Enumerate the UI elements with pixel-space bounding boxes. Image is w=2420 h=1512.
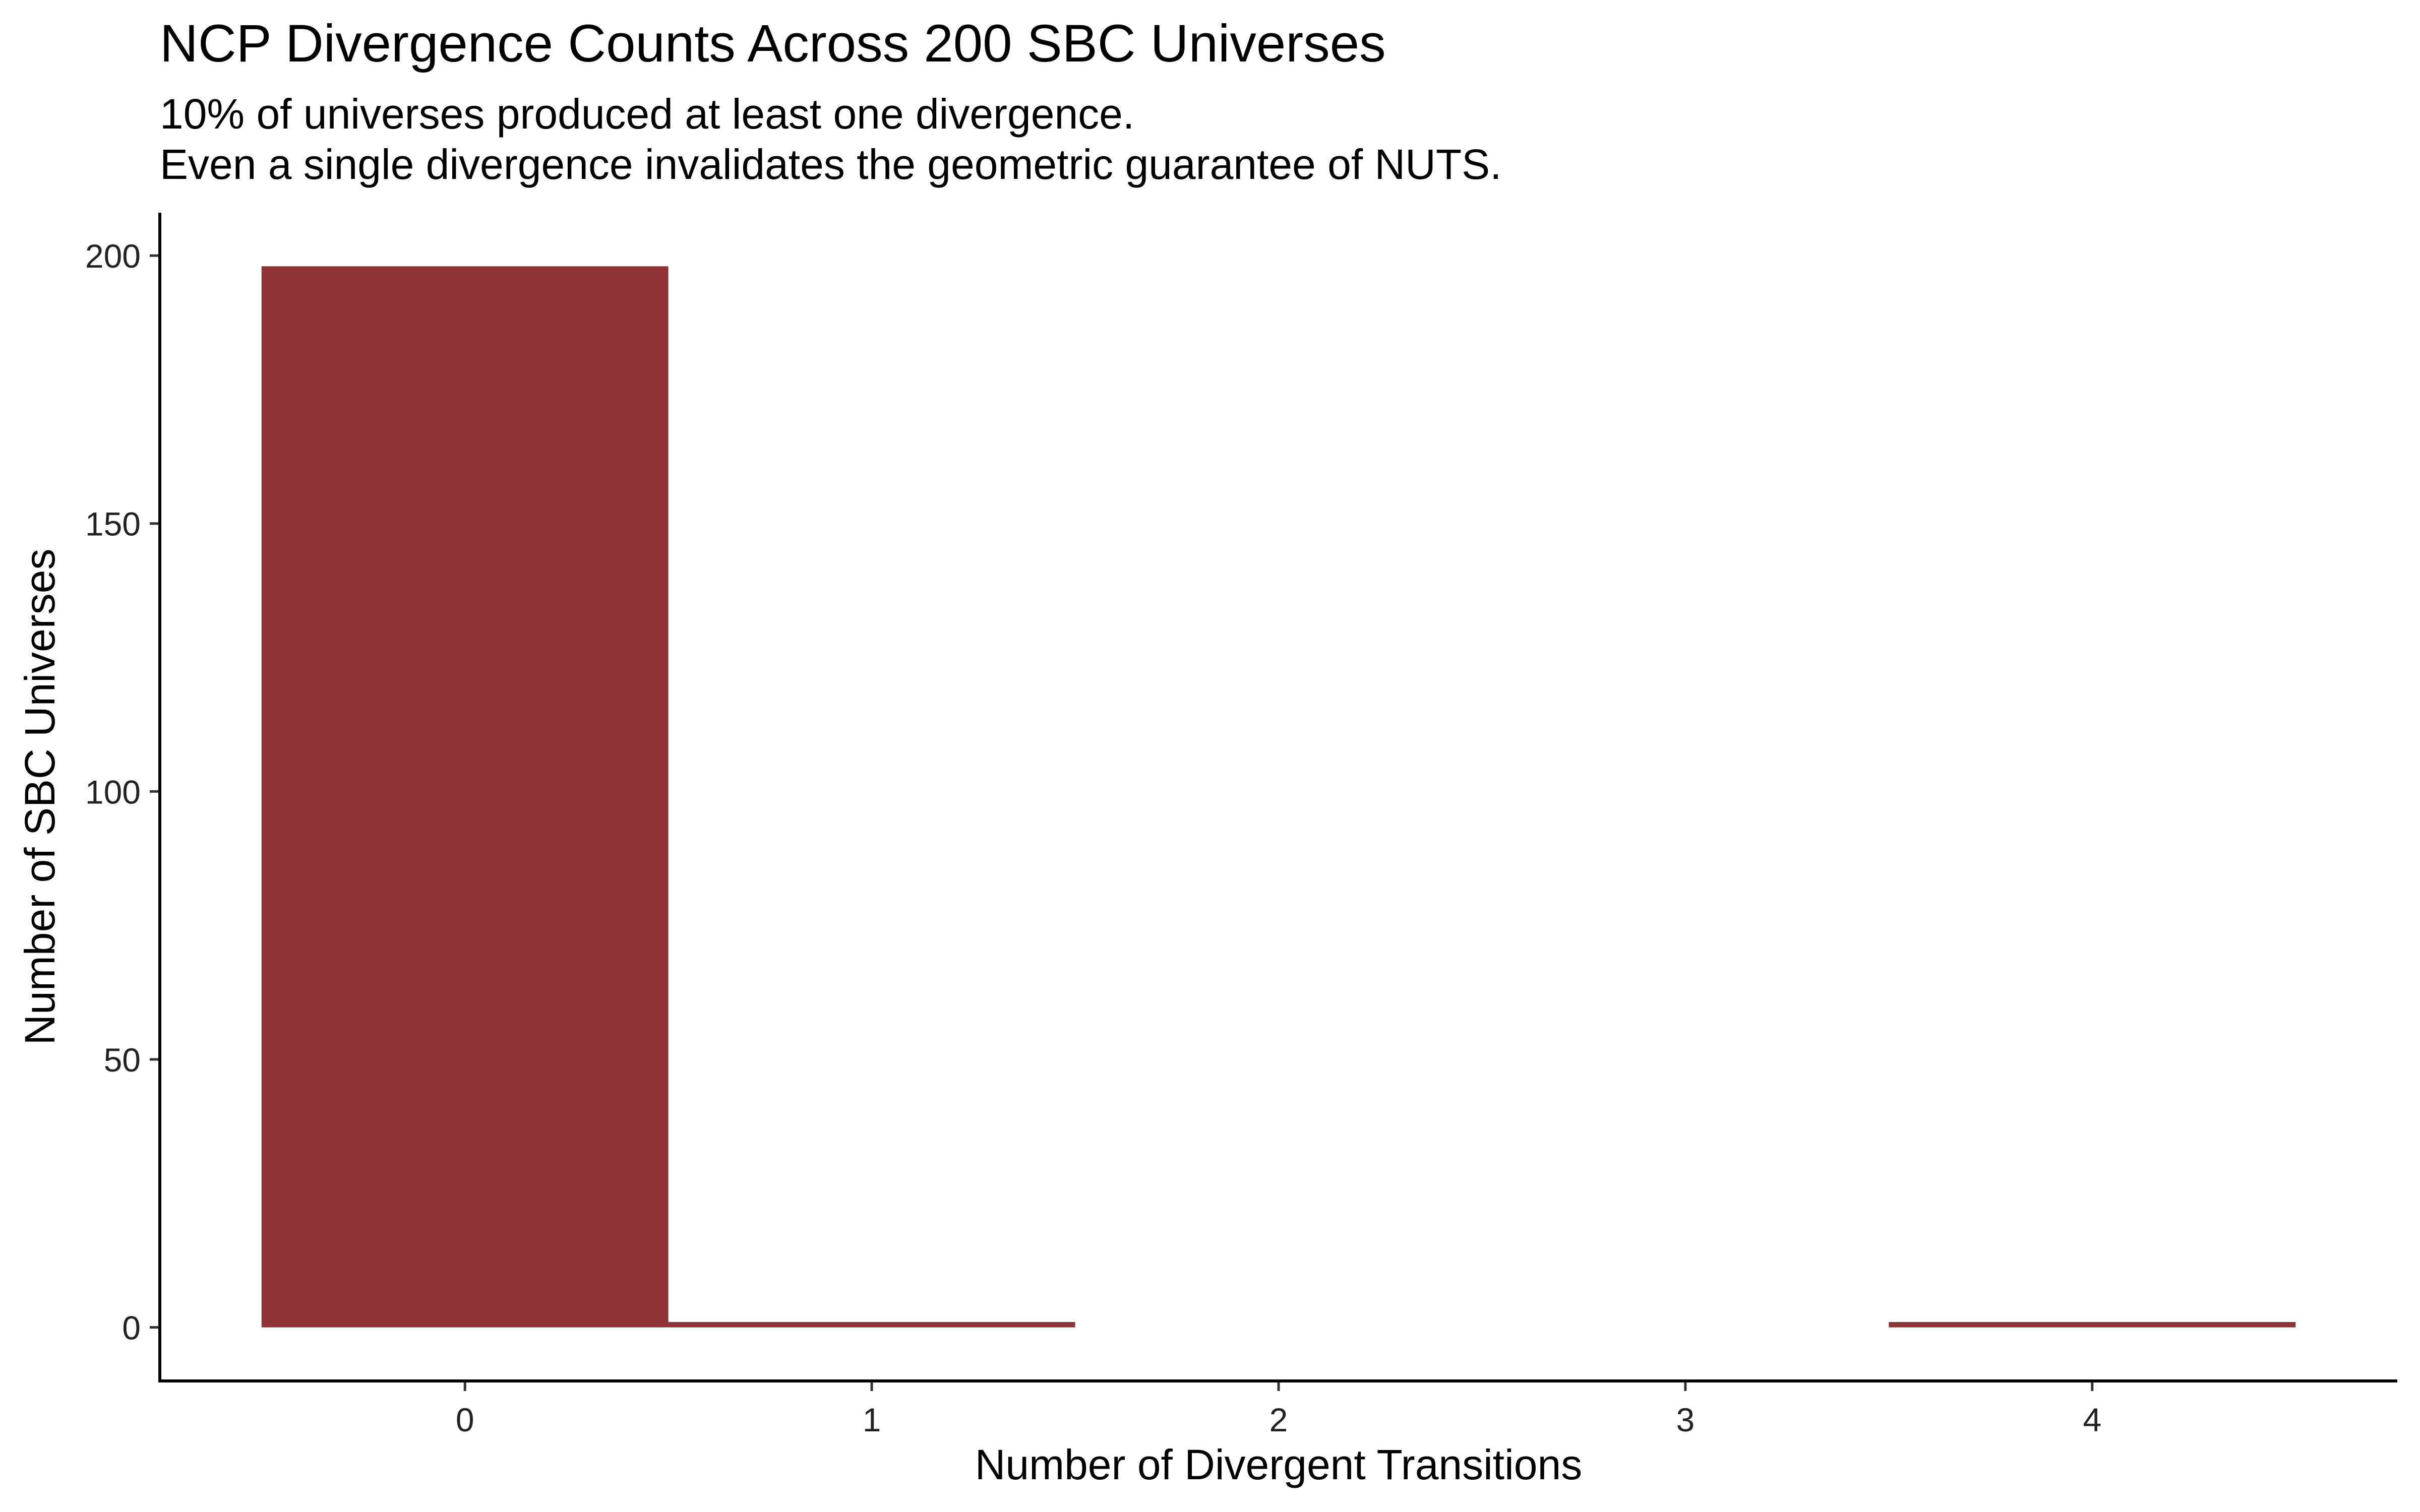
x-tick-label-2: 2 bbox=[1269, 1401, 1288, 1438]
bars-group bbox=[261, 266, 2296, 1328]
y-tick-label-200: 200 bbox=[85, 237, 141, 275]
x-tick-label-0: 0 bbox=[456, 1401, 474, 1438]
bar-4 bbox=[1889, 1322, 2296, 1328]
bar-0 bbox=[261, 266, 669, 1328]
x-tick-label-3: 3 bbox=[1676, 1401, 1695, 1438]
chart-subtitle-line-1: 10% of universes produced at least one d… bbox=[160, 90, 1134, 138]
x-tick-label-4: 4 bbox=[2083, 1401, 2101, 1438]
bar-1 bbox=[668, 1322, 1075, 1328]
y-axis-ticks: 0 50 100 150 200 bbox=[85, 237, 160, 1347]
y-tick-label-100: 100 bbox=[85, 773, 141, 810]
y-tick-label-50: 50 bbox=[104, 1041, 141, 1079]
x-tick-label-1: 1 bbox=[863, 1401, 881, 1438]
x-axis-title: Number of Divergent Transitions bbox=[975, 1441, 1583, 1488]
y-tick-label-150: 150 bbox=[85, 506, 141, 543]
chart-subtitle-line-2: Even a single divergence invalidates the… bbox=[160, 141, 1502, 188]
x-axis-ticks: 0 1 2 3 4 bbox=[456, 1381, 2101, 1438]
y-axis-title: Number of SBC Universes bbox=[16, 549, 64, 1045]
y-tick-label-0: 0 bbox=[122, 1309, 141, 1347]
chart-title: NCP Divergence Counts Across 200 SBC Uni… bbox=[160, 14, 1386, 73]
